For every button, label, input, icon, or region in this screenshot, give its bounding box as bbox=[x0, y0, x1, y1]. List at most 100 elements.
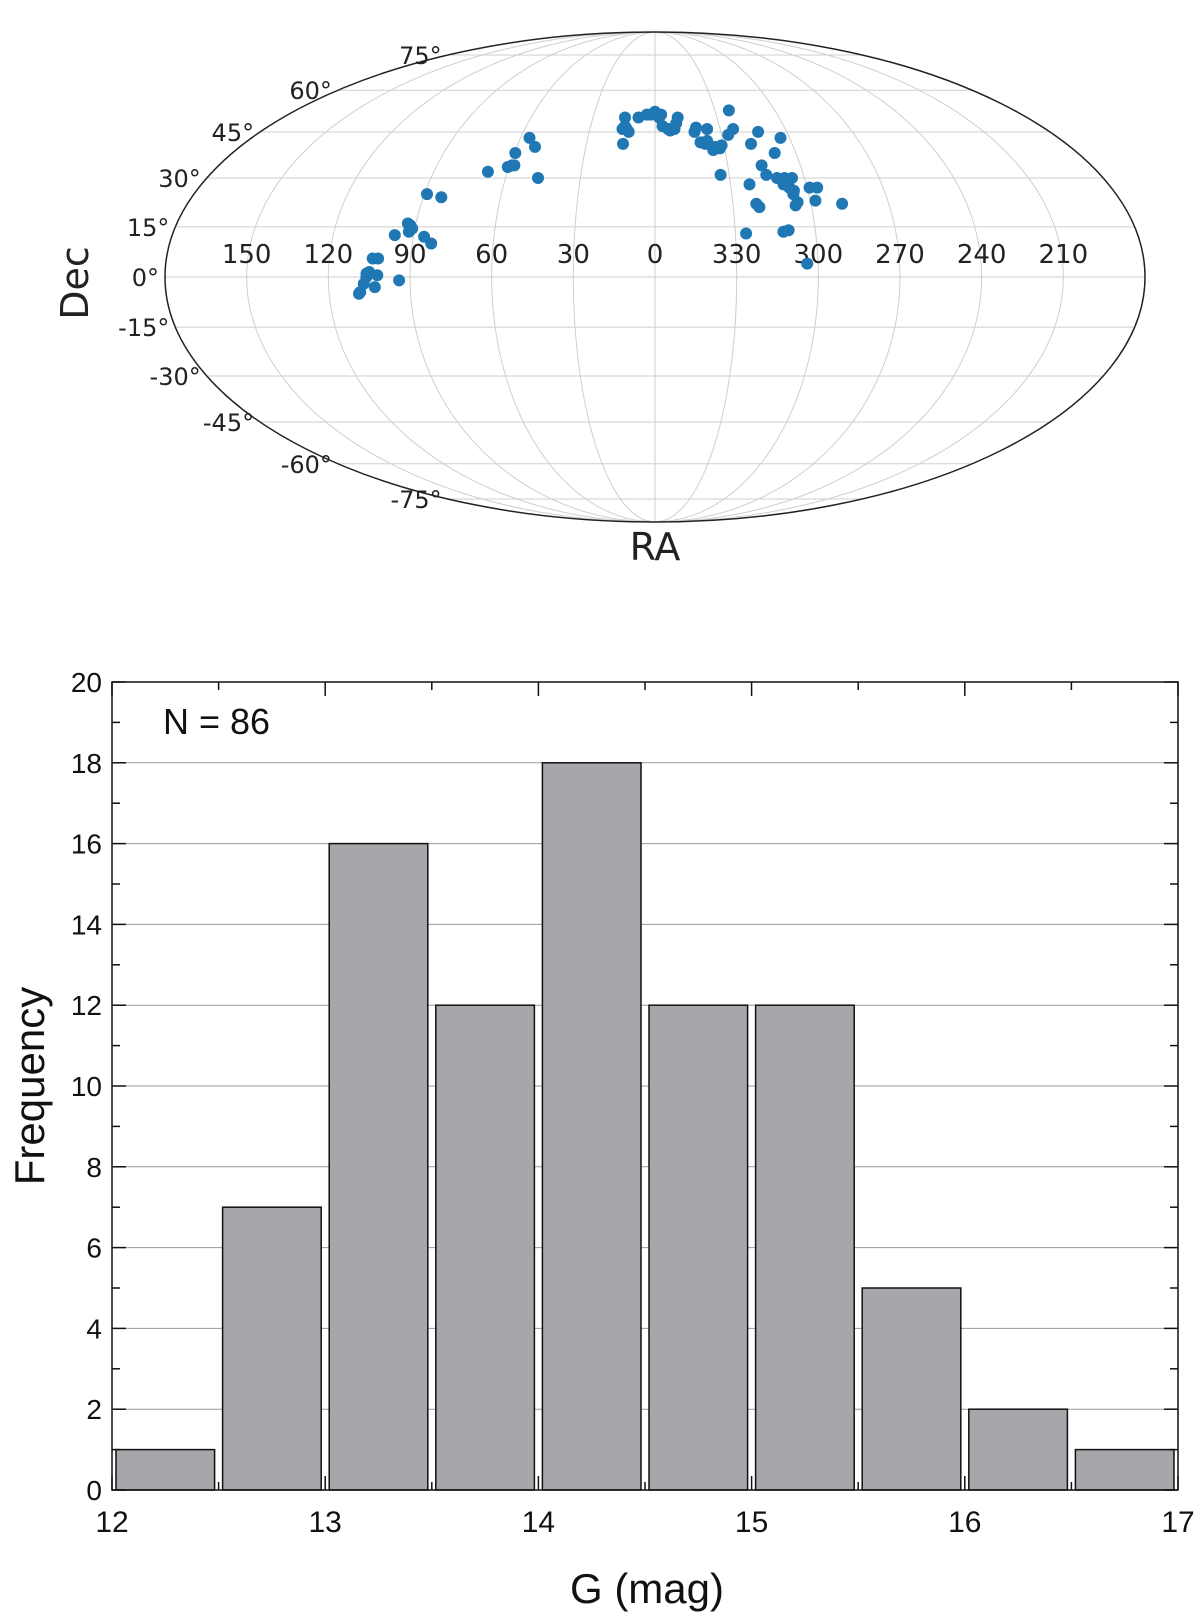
ra-tick-label: 30 bbox=[557, 240, 590, 270]
histogram-bar bbox=[968, 1408, 1069, 1491]
sky-data-point bbox=[743, 178, 756, 191]
ra-tick-label: 300 bbox=[794, 240, 844, 270]
sky-data-point bbox=[372, 252, 385, 265]
sky-data-point bbox=[727, 123, 740, 135]
sky-data-point bbox=[722, 104, 735, 117]
histogram-y-axis-label: Frequency bbox=[6, 987, 53, 1185]
histogram-bar bbox=[115, 1448, 216, 1491]
ra-tick-label: 120 bbox=[304, 240, 354, 270]
sky-data-point bbox=[425, 237, 438, 250]
sky-meridian-gridline bbox=[327, 31, 656, 523]
sky-map-grid bbox=[165, 31, 1145, 523]
sky-data-point bbox=[529, 140, 541, 153]
dec-tick-label: -45° bbox=[203, 409, 254, 437]
ra-tick-label: 60 bbox=[475, 240, 508, 270]
sky-data-point bbox=[714, 168, 727, 181]
sky-data-point bbox=[371, 269, 384, 282]
ra-tick-label: 270 bbox=[875, 240, 925, 270]
histogram-bar bbox=[648, 1004, 749, 1491]
histogram-bars bbox=[115, 762, 1175, 1491]
dec-tick-label: 30° bbox=[158, 165, 201, 193]
sky-data-point bbox=[421, 188, 433, 201]
sky-data-point bbox=[791, 196, 804, 209]
ra-tick-labels: 150 120 90 60 30 0 330 300 270 240 210 bbox=[222, 240, 1088, 270]
histogram-x-tick-labels: 12 13 14 15 16 17 bbox=[95, 1506, 1194, 1539]
ra-tick-label: 0 bbox=[647, 240, 664, 270]
sky-data-point bbox=[655, 108, 668, 121]
sky-map-points bbox=[353, 104, 849, 300]
sky-data-point bbox=[388, 229, 401, 242]
sky-data-point bbox=[801, 257, 814, 270]
sky-data-point bbox=[782, 224, 795, 237]
sky-map-panel: 150 120 90 60 30 0 330 300 270 240 210 75°60°45°30… bbox=[53, 31, 1146, 569]
histogram-ticks bbox=[111, 681, 1179, 1491]
dec-tick-label: -30° bbox=[150, 363, 201, 391]
sky-meridian-gridline bbox=[654, 31, 983, 523]
sky-meridian-gridline bbox=[654, 31, 819, 523]
histogram-y-tick-label: 8 bbox=[86, 1152, 102, 1183]
histogram-y-tick-label: 14 bbox=[71, 909, 102, 940]
dec-tick-label: -15° bbox=[118, 314, 169, 342]
sky-data-point bbox=[745, 137, 757, 150]
ra-tick-label: 150 bbox=[222, 240, 272, 270]
histogram-panel: 12 13 14 15 16 17 0 2 4 6 8 10 12 14 16 18 20 N = 86 G … bbox=[6, 667, 1195, 1612]
sky-data-point bbox=[787, 184, 800, 197]
sky-meridian-gridline bbox=[654, 31, 901, 523]
dec-tick-label: 60° bbox=[289, 77, 332, 105]
histogram-bar bbox=[435, 1004, 536, 1491]
histogram-bar bbox=[1074, 1448, 1175, 1491]
histogram-y-tick-label: 10 bbox=[71, 1071, 102, 1102]
sky-data-point bbox=[622, 125, 635, 138]
histogram-bar bbox=[754, 1004, 855, 1491]
sky-map-frame bbox=[164, 31, 1146, 523]
dec-tick-label: 15° bbox=[127, 214, 170, 242]
histogram-y-tick-label: 20 bbox=[71, 667, 102, 698]
dec-tick-label: 45° bbox=[212, 119, 255, 147]
sky-data-point bbox=[619, 111, 631, 124]
sky-data-point bbox=[523, 131, 536, 144]
sky-data-point bbox=[809, 194, 822, 207]
sky-data-point bbox=[768, 147, 781, 159]
histogram-x-tick-label: 17 bbox=[1161, 1506, 1194, 1539]
histogram-x-tick-label: 16 bbox=[948, 1506, 981, 1539]
ra-tick-label: 330 bbox=[712, 240, 762, 270]
sky-data-point bbox=[509, 147, 522, 159]
sky-data-point bbox=[740, 227, 753, 240]
dec-tick-labels: 75° 60° 45° 30° 15° 0° -15° -30°-45° -60° -75° bbox=[118, 42, 441, 514]
sky-data-point bbox=[701, 123, 714, 135]
dec-tick-label: 0° bbox=[132, 264, 159, 292]
sky-meridian-gridline bbox=[654, 31, 738, 523]
histogram-x-tick-label: 13 bbox=[309, 1506, 342, 1539]
sky-data-point bbox=[393, 274, 406, 287]
histogram-y-tick-label: 16 bbox=[71, 829, 102, 860]
histogram-bar bbox=[541, 762, 642, 1491]
sky-meridian-gridline bbox=[654, 31, 1064, 523]
histogram-y-tick-label: 0 bbox=[86, 1475, 102, 1506]
sky-data-point bbox=[671, 111, 684, 124]
sky-data-point bbox=[617, 137, 629, 150]
sky-data-point bbox=[786, 172, 798, 184]
sky-data-point bbox=[481, 165, 494, 178]
histogram-count-annotation: N = 86 bbox=[163, 701, 270, 742]
histogram-bar bbox=[221, 1206, 322, 1491]
sky-data-point bbox=[752, 125, 765, 138]
sky-data-point bbox=[774, 131, 787, 144]
dec-tick-label: -75° bbox=[390, 486, 441, 514]
ra-tick-label: 90 bbox=[393, 240, 426, 270]
histogram-y-tick-label: 4 bbox=[86, 1313, 102, 1344]
histogram-y-tick-label: 2 bbox=[86, 1394, 102, 1425]
sky-data-point bbox=[368, 281, 381, 294]
dec-tick-label: -60° bbox=[281, 451, 332, 479]
sky-meridian-gridline bbox=[409, 31, 656, 523]
histogram-y-tick-labels: 0 2 4 6 8 10 12 14 16 18 20 bbox=[71, 667, 102, 1506]
histogram-bar bbox=[861, 1287, 962, 1491]
sky-data-point bbox=[508, 159, 521, 172]
sky-data-point bbox=[811, 181, 824, 194]
histogram-x-tick-label: 12 bbox=[95, 1506, 128, 1539]
sky-data-point bbox=[715, 139, 728, 152]
sky-map-x-axis-label: RA bbox=[630, 525, 681, 569]
histogram-y-tick-label: 18 bbox=[71, 748, 102, 779]
histogram-y-tick-label: 6 bbox=[86, 1233, 102, 1264]
sky-data-point bbox=[755, 159, 768, 172]
